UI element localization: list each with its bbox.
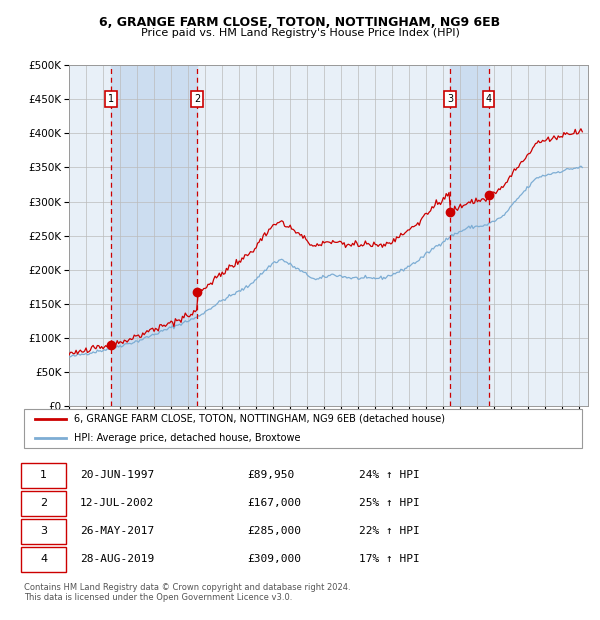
Text: 1: 1: [108, 94, 114, 104]
Text: 2: 2: [40, 498, 47, 508]
Text: 28-AUG-2019: 28-AUG-2019: [80, 554, 154, 564]
Text: Contains HM Land Registry data © Crown copyright and database right 2024.
This d: Contains HM Land Registry data © Crown c…: [24, 583, 350, 602]
Text: 3: 3: [40, 526, 47, 536]
Text: 1: 1: [40, 471, 47, 480]
Text: £89,950: £89,950: [247, 471, 295, 480]
Bar: [450, 65, 488, 406]
Text: 6, GRANGE FARM CLOSE, TOTON, NOTTINGHAM, NG9 6EB (detached house): 6, GRANGE FARM CLOSE, TOTON, NOTTINGHAM,…: [74, 414, 445, 424]
Text: £309,000: £309,000: [247, 554, 301, 564]
FancyBboxPatch shape: [21, 463, 66, 488]
Text: Price paid vs. HM Land Registry's House Price Index (HPI): Price paid vs. HM Land Registry's House …: [140, 28, 460, 38]
Text: 6, GRANGE FARM CLOSE, TOTON, NOTTINGHAM, NG9 6EB: 6, GRANGE FARM CLOSE, TOTON, NOTTINGHAM,…: [100, 16, 500, 29]
Text: 25% ↑ HPI: 25% ↑ HPI: [359, 498, 419, 508]
Text: £285,000: £285,000: [247, 526, 301, 536]
FancyBboxPatch shape: [24, 409, 582, 448]
Text: 12-JUL-2002: 12-JUL-2002: [80, 498, 154, 508]
Text: 20-JUN-1997: 20-JUN-1997: [80, 471, 154, 480]
Text: 26-MAY-2017: 26-MAY-2017: [80, 526, 154, 536]
Text: 4: 4: [40, 554, 47, 564]
Text: 22% ↑ HPI: 22% ↑ HPI: [359, 526, 419, 536]
FancyBboxPatch shape: [21, 491, 66, 516]
FancyBboxPatch shape: [21, 547, 66, 572]
Text: 3: 3: [447, 94, 453, 104]
FancyBboxPatch shape: [21, 519, 66, 544]
Bar: [111, 65, 197, 406]
Text: 4: 4: [485, 94, 491, 104]
Text: 24% ↑ HPI: 24% ↑ HPI: [359, 471, 419, 480]
Text: 2: 2: [194, 94, 200, 104]
Text: HPI: Average price, detached house, Broxtowe: HPI: Average price, detached house, Brox…: [74, 433, 301, 443]
Text: £167,000: £167,000: [247, 498, 301, 508]
Text: 17% ↑ HPI: 17% ↑ HPI: [359, 554, 419, 564]
